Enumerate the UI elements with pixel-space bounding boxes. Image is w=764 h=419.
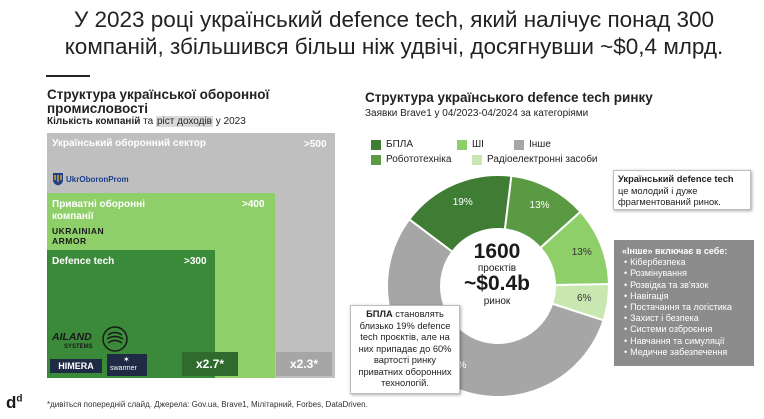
list-item: Розвідка та зв'язок (630, 280, 746, 291)
legend-label: Радіоелектронні засоби (487, 154, 598, 165)
list-item: Розмінування (630, 268, 746, 279)
callout-bpla-text: становлять близько 19% defence tech проє… (358, 309, 452, 388)
brand-logo: dd (6, 393, 23, 413)
himera-logo: HIMERA (50, 359, 102, 373)
chart-title: Структура українського defence tech ринк… (365, 90, 653, 105)
chart-subtitle: Заявки Brave1 у 04/2023-04/2024 за катег… (365, 108, 589, 119)
center-project-label: проєктів (477, 263, 517, 274)
bpla-callout: БПЛА становлять близько 19% defence tech… (350, 305, 460, 394)
slice-value-label: 13% (571, 247, 592, 259)
donut-hole (442, 230, 554, 342)
swarmer-mark-icon: ✶ (123, 355, 130, 364)
subtitle-companies: Кількість компаній (47, 116, 141, 127)
legend-label: Інше (529, 139, 551, 150)
list-item: Кібербезпека (630, 257, 746, 268)
subtitle-year: у 2023 (213, 116, 246, 127)
brand-logo-letter: d (6, 393, 17, 412)
ailand-text: AILAND (52, 331, 92, 343)
swarmer-logo: swarmer (110, 365, 137, 372)
legend-swatch (371, 154, 381, 165)
slice-value-label: 6% (577, 293, 592, 305)
fragmented-market-callout: Український defence tech це молодий і ду… (613, 170, 751, 210)
defence-tech-label: Defence tech (52, 256, 115, 267)
subtitle-and: та (140, 116, 156, 127)
legend-swatch (371, 139, 381, 150)
legend-label: ШІ (472, 139, 484, 150)
headline-line-2: компаній, збільшився більш ніж удвічі, д… (64, 34, 724, 59)
legend-item-other: Інше (514, 139, 551, 150)
ukrainian-armor-line-2: ARMOR (52, 236, 87, 246)
left-panel-subtitle: Кількість компаній та ріст доходів у 202… (47, 116, 246, 127)
left-panel-title: Структура української оборонної промисло… (47, 87, 270, 116)
legend-label: Робототехніка (386, 154, 452, 165)
page-headline: У 2023 році український defence tech, як… (34, 6, 754, 60)
list-item: Навчання та симуляції (630, 336, 746, 347)
legend-item-robotics: Робототехніка (371, 154, 451, 165)
title-divider (46, 75, 90, 77)
ailand-mark-icon (102, 326, 128, 352)
center-market-label: ринок (483, 296, 511, 307)
swarmer-logo-bg (107, 354, 147, 376)
list-item: Навігація (630, 291, 746, 302)
legend-swatch (472, 154, 482, 165)
list-item: Системи озброєння (630, 324, 746, 335)
private-companies-label: Приватні оборонні компанії (52, 199, 145, 222)
slice-value-label: 19% (452, 197, 473, 209)
ailand-sub-text: SYSTEMS (64, 344, 93, 350)
callout-bpla-bold: БПЛА (366, 309, 393, 319)
legend-swatch (514, 139, 524, 150)
donut-slice-4 (550, 283, 610, 322)
defence-tech-multiplier: x2.7* (182, 352, 238, 376)
ukroboronprom-logo: UkrOboronProm (52, 172, 129, 186)
slice-value-label: 13% (529, 200, 550, 212)
sector-label: Український оборонний сектор (52, 138, 207, 149)
sources-footnote: *дивіться попередній слайд. Джерела: Gov… (47, 400, 368, 409)
sector-value: >500 (304, 139, 327, 150)
legend-item-ai: ШІ (457, 139, 484, 150)
defence-tech-value: >300 (184, 256, 207, 267)
private-companies-value: >400 (242, 199, 265, 210)
callout-top-bold: Український defence tech (618, 174, 734, 184)
callout-top-text: це молодий і дуже фрагментований ринок. (618, 185, 721, 208)
other-breakdown-box: «Інше» включає в себе: Кібербезпека Розм… (614, 240, 754, 366)
other-breakdown-title: «Інше» включає в себе: (622, 246, 728, 256)
list-item: Постачання та логістика (630, 302, 746, 313)
legend-item-ew: Радіоелектронні засоби (472, 154, 598, 165)
legend-label: БПЛА (386, 139, 413, 150)
center-market-size: ~$0.4b (464, 272, 530, 295)
sector-multiplier: x2.3* (276, 352, 332, 376)
brand-logo-sup: d (16, 393, 23, 405)
subtitle-revenue-growth: ріст доходів (155, 116, 213, 127)
legend-item-bpla: БПЛА (371, 139, 413, 150)
ukrainian-armor-line-1: UKRAINIAN (52, 226, 105, 236)
ukrainian-armor-logo: UKRAINIAN ARMOR (52, 226, 104, 246)
headline-line-1: У 2023 році український defence tech, як… (73, 7, 715, 32)
ailand-logo: AILAND SYSTEMS (52, 332, 93, 352)
center-project-count: 1600 (473, 240, 521, 263)
list-item: Медичне забезпечення (630, 347, 746, 358)
ukroboronprom-text: UkrOboronProm (66, 174, 129, 184)
other-breakdown-list: Кібербезпека Розмінування Розвідка та зв… (622, 257, 746, 358)
shield-icon (53, 173, 63, 186)
list-item: Захист і безпека (630, 313, 746, 324)
legend-swatch (457, 139, 467, 150)
